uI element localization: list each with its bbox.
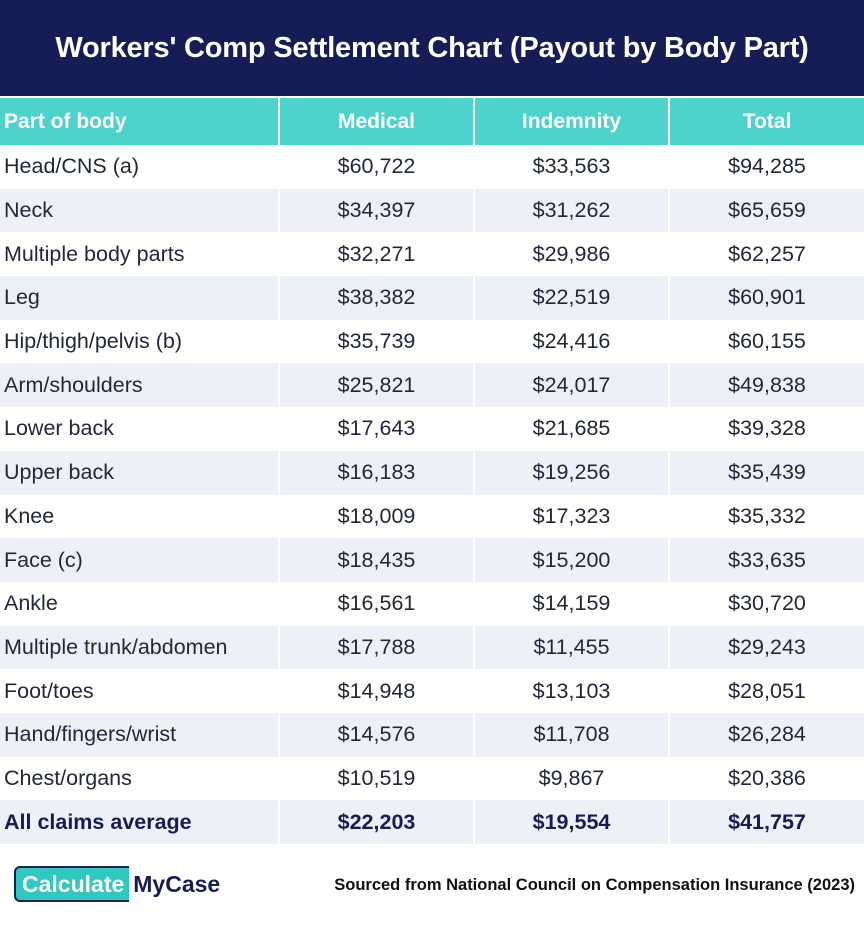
cell-indemnity: $17,323: [475, 494, 670, 539]
row-label: Lower back: [0, 407, 280, 451]
cell-total: $49,838: [670, 363, 864, 408]
row-label: Face (c): [0, 538, 280, 582]
chart-title: Workers' Comp Settlement Chart (Payout b…: [55, 31, 809, 64]
table-row: Knee $18,009 $17,323 $35,332: [0, 494, 864, 539]
logo-calculate: Calculate: [14, 866, 130, 902]
cell-medical: $18,009: [280, 494, 475, 539]
cell-medical: $17,788: [280, 625, 475, 670]
cell-indemnity: $19,256: [475, 450, 670, 495]
cell-total: $41,757: [670, 800, 864, 844]
cell-total: $60,901: [670, 276, 864, 320]
summary-row: All claims average $22,203 $19,554 $41,757: [0, 800, 864, 844]
settlement-table: Part of body Medical Indemnity Total Head/C…: [0, 98, 864, 844]
table-row: Hand/fingers/wrist $14,576 $11,708 $26,284: [0, 712, 864, 757]
row-label: All claims average: [0, 800, 280, 844]
cell-total: $29,243: [670, 625, 864, 670]
cell-medical: $14,948: [280, 669, 475, 713]
cell-indemnity: $22,519: [475, 276, 670, 320]
cell-indemnity: $21,685: [475, 407, 670, 451]
calculatemycase-logo: Calculate MyCase: [14, 866, 226, 902]
cell-medical: $17,643: [280, 407, 475, 451]
cell-indemnity: $14,159: [475, 581, 670, 626]
row-label: Head/CNS (a): [0, 145, 280, 189]
cell-medical: $16,183: [280, 450, 475, 495]
table-header: Part of body Medical Indemnity Total: [0, 98, 864, 145]
row-label: Hip/thigh/pelvis (b): [0, 319, 280, 364]
cell-medical: $16,561: [280, 581, 475, 626]
row-label: Foot/toes: [0, 669, 280, 713]
table-row: Neck $34,397 $31,262 $65,659: [0, 188, 864, 233]
cell-total: $94,285: [670, 145, 864, 189]
cell-medical: $35,739: [280, 319, 475, 364]
cell-indemnity: $31,262: [475, 188, 670, 233]
cell-total: $28,051: [670, 669, 864, 713]
table-row: Chest/organs $10,519 $9,867 $20,386: [0, 756, 864, 801]
cell-medical: $25,821: [280, 363, 475, 408]
table-row: Arm/shoulders $25,821 $24,017 $49,838: [0, 363, 864, 408]
table-row: Lower back $17,643 $21,685 $39,328: [0, 407, 864, 451]
cell-total: $39,328: [670, 407, 864, 451]
table-row: Leg $38,382 $22,519 $60,901: [0, 276, 864, 320]
row-label: Knee: [0, 494, 280, 539]
row-label: Arm/shoulders: [0, 363, 280, 408]
cell-indemnity: $11,708: [475, 712, 670, 757]
row-label: Multiple body parts: [0, 232, 280, 277]
cell-medical: $18,435: [280, 538, 475, 582]
cell-total: $60,155: [670, 319, 864, 364]
chart-header: Workers' Comp Settlement Chart (Payout b…: [0, 0, 864, 96]
cell-indemnity: $13,103: [475, 669, 670, 713]
table-row: Foot/toes $14,948 $13,103 $28,051: [0, 669, 864, 713]
cell-total: $35,332: [670, 494, 864, 539]
table-row: Multiple body parts $32,271 $29,986 $62,257: [0, 232, 864, 277]
cell-indemnity: $19,554: [475, 800, 670, 844]
column-header-total: Total: [670, 98, 864, 145]
row-label: Neck: [0, 188, 280, 233]
cell-indemnity: $9,867: [475, 756, 670, 801]
cell-medical: $38,382: [280, 276, 475, 320]
cell-total: $20,386: [670, 756, 864, 801]
cell-medical: $34,397: [280, 188, 475, 233]
table-body: Head/CNS (a) $60,722 $33,563 $94,285 Neck $34…: [0, 145, 864, 844]
cell-total: $26,284: [670, 712, 864, 757]
table-row: Multiple trunk/abdomen $17,788 $11,455 $29,…: [0, 625, 864, 670]
table-row: Face (c) $18,435 $15,200 $33,635: [0, 538, 864, 582]
column-header-indemnity: Indemnity: [475, 98, 670, 145]
cell-medical: $14,576: [280, 712, 475, 757]
cell-medical: $22,203: [280, 800, 475, 844]
column-header-medical: Medical: [280, 98, 475, 145]
cell-total: $62,257: [670, 232, 864, 277]
logo-mycase: MyCase: [133, 870, 221, 897]
cell-total: $35,439: [670, 450, 864, 495]
cell-indemnity: $24,017: [475, 363, 670, 408]
table-row: Hip/thigh/pelvis (b) $35,739 $24,416 $60,15…: [0, 319, 864, 364]
row-label: Upper back: [0, 450, 280, 495]
cell-medical: $10,519: [280, 756, 475, 801]
row-label: Multiple trunk/abdomen: [0, 625, 280, 670]
source-note: Sourced from National Council on Compens…: [334, 876, 855, 894]
table-row: Ankle $16,561 $14,159 $30,720: [0, 581, 864, 626]
cell-indemnity: $29,986: [475, 232, 670, 277]
cell-medical: $60,722: [280, 145, 475, 189]
row-label: Hand/fingers/wrist: [0, 712, 280, 757]
header-row: Part of body Medical Indemnity Total: [0, 98, 864, 145]
cell-indemnity: $15,200: [475, 538, 670, 582]
cell-total: $33,635: [670, 538, 864, 582]
cell-total: $65,659: [670, 188, 864, 233]
table-row: Head/CNS (a) $60,722 $33,563 $94,285: [0, 145, 864, 189]
cell-indemnity: $33,563: [475, 145, 670, 189]
row-label: Ankle: [0, 581, 280, 626]
cell-indemnity: $24,416: [475, 319, 670, 364]
cell-total: $30,720: [670, 581, 864, 626]
cell-medical: $32,271: [280, 232, 475, 277]
row-label: Leg: [0, 276, 280, 320]
cell-indemnity: $11,455: [475, 625, 670, 670]
column-header-part-of-body: Part of body: [0, 98, 280, 145]
table-row: Upper back $16,183 $19,256 $35,439: [0, 450, 864, 495]
row-label: Chest/organs: [0, 756, 280, 801]
